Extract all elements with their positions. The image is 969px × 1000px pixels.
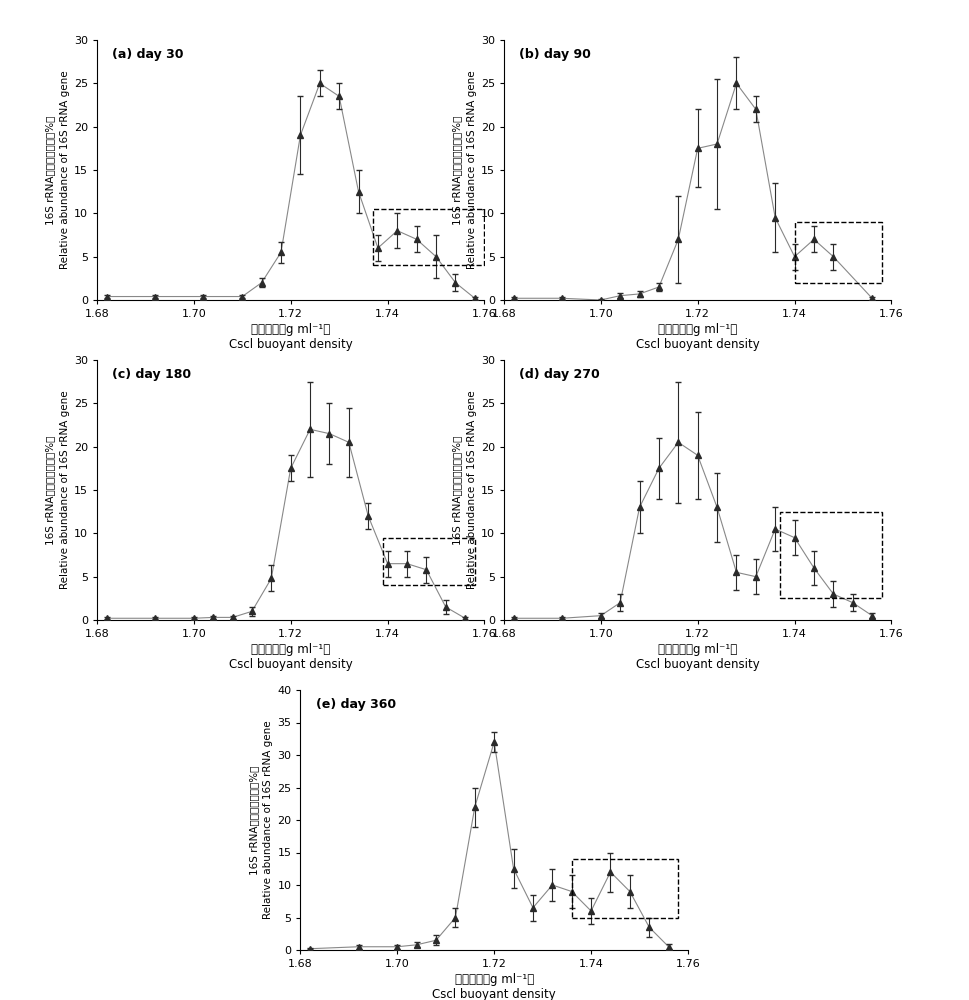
Text: (c) day 180: (c) day 180 [112, 368, 192, 381]
X-axis label: 浮力密度（g ml⁻¹）
Cscl buoyant density: 浮力密度（g ml⁻¹） Cscl buoyant density [229, 643, 353, 671]
Bar [780, 512, 882, 598]
Bar [373, 209, 484, 265]
Text: (a) day 30: (a) day 30 [112, 48, 184, 61]
X-axis label: 浮力密度（g ml⁻¹）
Cscl buoyant density: 浮力密度（g ml⁻¹） Cscl buoyant density [636, 643, 760, 671]
Bar [572, 859, 678, 918]
Text: (d) day 270: (d) day 270 [519, 368, 600, 381]
Y-axis label: 16S rRNA基因相对丰度（%）
Relative abundance of 16S rRNA gene: 16S rRNA基因相对丰度（%） Relative abundance of … [46, 391, 70, 589]
X-axis label: 浮力密度（g ml⁻¹）
Cscl buoyant density: 浮力密度（g ml⁻¹） Cscl buoyant density [432, 973, 556, 1000]
Y-axis label: 16S rRNA基因相对丰度（%）
Relative abundance of 16S rRNA gene: 16S rRNA基因相对丰度（%） Relative abundance of … [249, 721, 273, 919]
X-axis label: 浮力密度（g ml⁻¹）
Cscl buoyant density: 浮力密度（g ml⁻¹） Cscl buoyant density [636, 323, 760, 351]
Y-axis label: 16S rRNA基因相对丰度（%）
Relative abundance of 16S rRNA gene: 16S rRNA基因相对丰度（%） Relative abundance of … [46, 71, 70, 269]
Bar [795, 222, 882, 283]
Bar [383, 538, 475, 585]
X-axis label: 浮力密度（g ml⁻¹）
Cscl buoyant density: 浮力密度（g ml⁻¹） Cscl buoyant density [229, 323, 353, 351]
Y-axis label: 16S rRNA基因相对丰度（%）
Relative abundance of 16S rRNA gene: 16S rRNA基因相对丰度（%） Relative abundance of … [453, 391, 477, 589]
Y-axis label: 16S rRNA基因相对丰度（%）
Relative abundance of 16S rRNA gene: 16S rRNA基因相对丰度（%） Relative abundance of … [453, 71, 477, 269]
Text: (e) day 360: (e) day 360 [316, 698, 396, 711]
Text: (b) day 90: (b) day 90 [519, 48, 591, 61]
